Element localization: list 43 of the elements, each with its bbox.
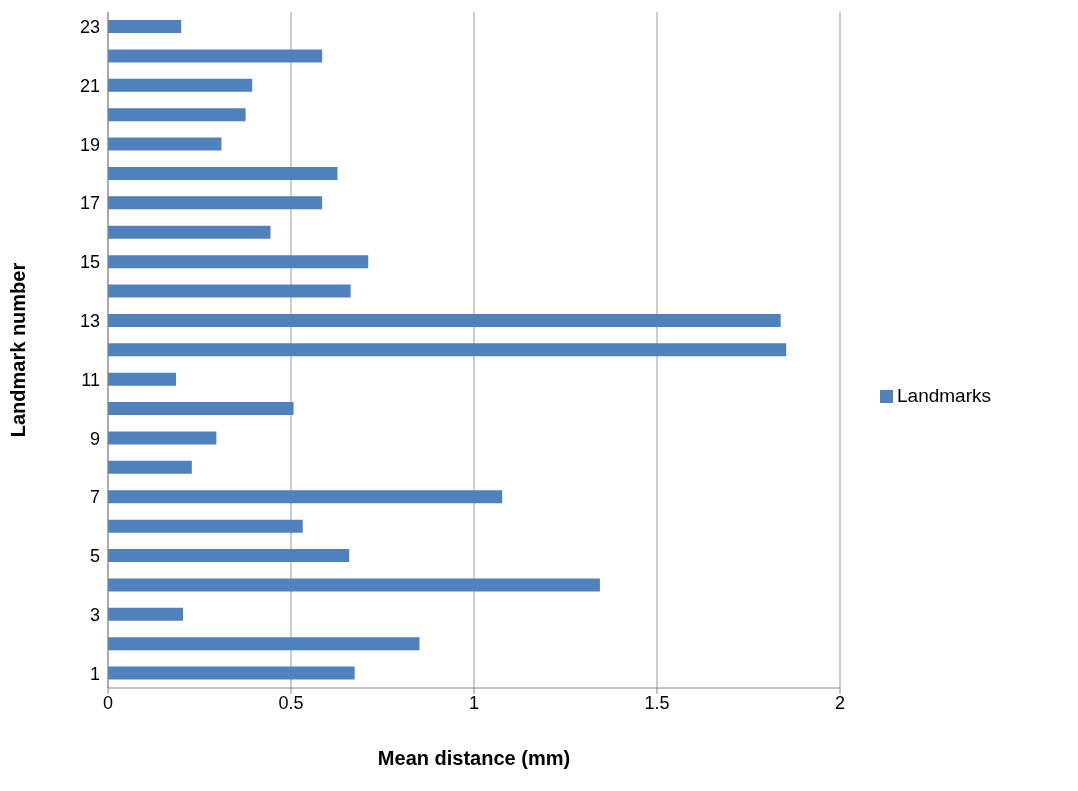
bar	[108, 519, 303, 533]
bar	[108, 490, 503, 504]
bar	[108, 108, 246, 122]
y-tick-label: 21	[79, 75, 100, 96]
bar	[108, 343, 787, 357]
y-tick-label: 23	[79, 17, 100, 38]
x-axis-title: Mean distance (mm)	[377, 747, 571, 769]
y-tick-label: 1	[89, 663, 100, 684]
x-tick-label: 2	[834, 692, 846, 713]
bar	[108, 372, 177, 386]
bar	[108, 637, 420, 651]
y-tick-label: 17	[79, 193, 100, 214]
y-tick-label: 3	[89, 604, 100, 625]
bar	[108, 549, 350, 563]
y-tick-label: 13	[79, 311, 100, 331]
legend-label: Landmarks	[897, 384, 991, 406]
x-tick-label: 1	[468, 692, 480, 713]
bar	[108, 196, 323, 210]
y-tick-label: 7	[89, 487, 100, 508]
bar	[108, 666, 355, 680]
y-tick-label: 9	[89, 428, 100, 449]
bar	[108, 225, 271, 239]
bar	[108, 20, 182, 33]
bar	[108, 255, 369, 269]
y-tick-label: 15	[79, 252, 100, 273]
bar	[108, 284, 351, 298]
bar	[108, 460, 192, 474]
bar	[108, 49, 323, 63]
bar	[108, 402, 294, 416]
bar	[108, 166, 338, 180]
bar	[108, 78, 253, 92]
bar	[108, 607, 184, 621]
x-tick-label: 1.5	[644, 692, 670, 713]
x-tick-label: 0	[102, 692, 114, 713]
bar	[108, 137, 222, 151]
y-tick-label: 5	[89, 546, 100, 567]
x-tick-label: 0.5	[278, 692, 304, 713]
bar	[108, 313, 781, 327]
bar	[108, 431, 217, 445]
y-tick-label: 19	[79, 134, 100, 155]
y-tick-label: 11	[81, 369, 100, 390]
y-axis-title: Landmark number	[7, 262, 30, 438]
bar	[108, 578, 600, 592]
